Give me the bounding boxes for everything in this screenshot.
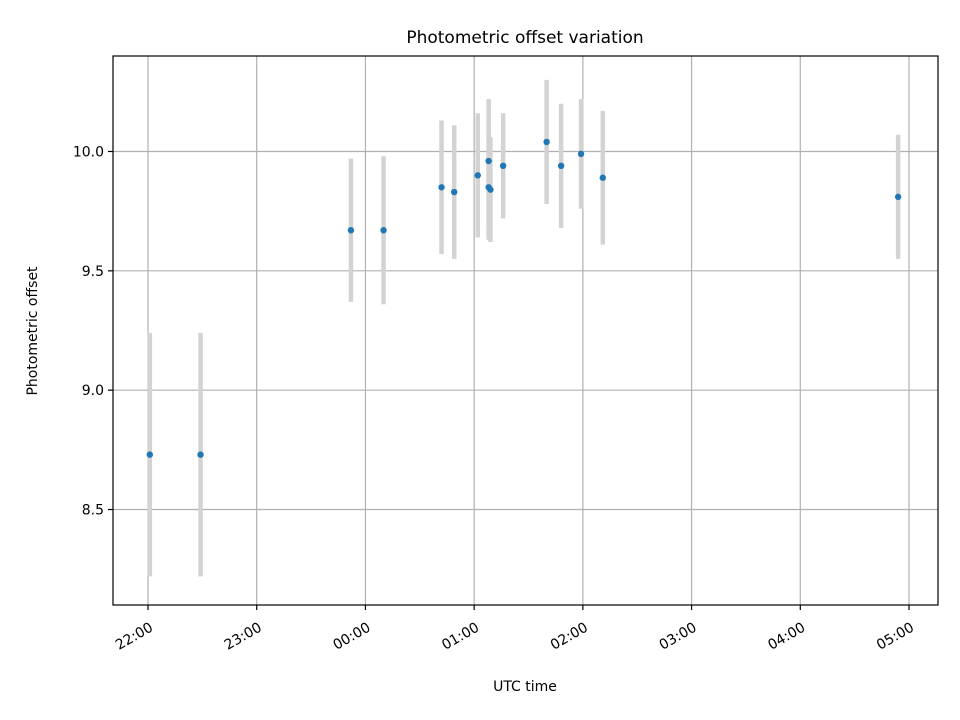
y-tick-label: 9.5 [82,264,104,280]
chart-title: Photometric offset variation [406,28,643,48]
plot-frame [112,55,939,606]
data-point [577,150,585,158]
y-tick-label: 9.0 [82,383,104,399]
data-point [557,162,565,169]
data-point [347,227,355,234]
y-axis-ticks: 8.5 9.0 9.5 10.0 [73,144,113,519]
y-tick-label: 8.5 [82,503,104,519]
data-point [380,227,387,234]
data-point [197,451,204,458]
data-point [451,188,458,196]
data-point [485,157,492,165]
y-axis-label: Photometric offset [25,266,41,396]
data-point [894,193,902,201]
data-point [487,186,494,193]
grid [113,56,938,605]
data-point [146,451,154,458]
data-point [599,174,606,181]
data-points [146,138,902,458]
data-point [438,184,445,191]
data-point [543,138,550,146]
data-point [474,172,481,179]
data-point [499,162,507,169]
x-axis-label: UTC time [493,679,557,695]
y-tick-label: 10.0 [73,144,104,160]
